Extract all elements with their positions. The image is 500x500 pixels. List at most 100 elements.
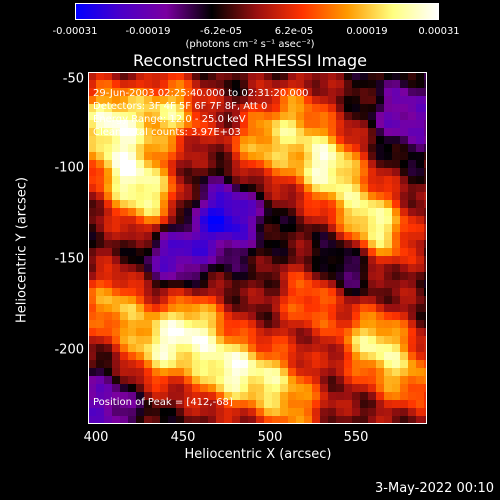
heatmap-cell	[344, 144, 352, 152]
heatmap-cell	[400, 184, 408, 192]
heatmap-cell	[288, 88, 296, 96]
heatmap-cell	[96, 352, 104, 360]
heatmap-cell	[112, 208, 120, 216]
heatmap-cell	[280, 240, 288, 248]
heatmap-cell	[280, 344, 288, 352]
annotation-detectors: Detectors: 3F 4F 5F 6F 7F 8F, Att 0	[93, 101, 268, 112]
heatmap-cell	[304, 72, 312, 80]
heatmap-cell	[256, 320, 264, 328]
heatmap-cell	[160, 296, 168, 304]
heatmap-cell	[96, 152, 104, 160]
heatmap-cell	[376, 152, 384, 160]
heatmap-cell	[336, 184, 344, 192]
heatmap-cell	[240, 384, 248, 392]
heatmap-cell	[296, 408, 304, 416]
heatmap-cell	[264, 312, 272, 320]
heatmap-cell	[144, 312, 152, 320]
heatmap-cell	[416, 368, 424, 376]
heatmap-cell	[120, 112, 128, 120]
heatmap-cell	[104, 160, 112, 168]
heatmap-cell	[304, 360, 312, 368]
heatmap-cell	[136, 112, 144, 120]
heatmap-cell	[176, 240, 184, 248]
heatmap-cell	[232, 184, 240, 192]
heatmap-cell	[256, 80, 264, 88]
heatmap-cell	[120, 128, 128, 136]
heatmap-cell	[184, 360, 192, 368]
heatmap-cell	[344, 240, 352, 248]
heatmap-cell	[320, 104, 328, 112]
heatmap-cell	[296, 320, 304, 328]
heatmap-cell	[248, 312, 256, 320]
heatmap-cell	[352, 368, 360, 376]
heatmap-cell	[352, 232, 360, 240]
heatmap-cell	[384, 400, 392, 408]
heatmap-cell	[160, 320, 168, 328]
heatmap-cell	[392, 304, 400, 312]
heatmap-cell	[240, 280, 248, 288]
heatmap-cell	[400, 400, 408, 408]
heatmap-cell	[400, 344, 408, 352]
heatmap-cell	[360, 168, 368, 176]
heatmap-cell	[256, 160, 264, 168]
heatmap-cell	[384, 320, 392, 328]
heatmap-cell	[152, 256, 160, 264]
heatmap-cell	[160, 216, 168, 224]
heatmap-cell	[144, 288, 152, 296]
heatmap-cell	[408, 256, 416, 264]
heatmap-cell	[128, 272, 136, 280]
heatmap-cell	[112, 80, 120, 88]
heatmap-cell	[152, 288, 160, 296]
heatmap-cell	[368, 104, 376, 112]
heatmap-cell	[424, 368, 427, 376]
heatmap-cell	[400, 120, 408, 128]
heatmap-cell	[200, 288, 208, 296]
heatmap-cell	[296, 208, 304, 216]
heatmap-cell	[328, 408, 336, 416]
heatmap-cell	[352, 128, 360, 136]
heatmap-cell	[128, 344, 136, 352]
heatmap-cell	[288, 256, 296, 264]
heatmap-cell	[168, 232, 176, 240]
heatmap-cell	[416, 176, 424, 184]
heatmap-cell	[392, 136, 400, 144]
heatmap-cell	[376, 304, 384, 312]
heatmap-cell	[160, 336, 168, 344]
heatmap-cell	[240, 240, 248, 248]
heatmap-cell	[176, 192, 184, 200]
heatmap-cell	[344, 216, 352, 224]
heatmap-cell	[112, 296, 120, 304]
heatmap-cell	[352, 72, 360, 80]
heatmap-cell	[320, 144, 328, 152]
heatmap-cell	[272, 240, 280, 248]
heatmap-cell	[384, 184, 392, 192]
heatmap-cell	[168, 280, 176, 288]
heatmap-cell	[384, 88, 392, 96]
heatmap-cell	[232, 160, 240, 168]
heatmap-cell	[400, 88, 408, 96]
heatmap-cell	[160, 160, 168, 168]
heatmap-cell	[304, 352, 312, 360]
heatmap-cell	[216, 80, 224, 88]
heatmap-cell	[280, 120, 288, 128]
heatmap-cell	[224, 248, 232, 256]
heatmap-cell	[144, 96, 152, 104]
heatmap-cell	[232, 304, 240, 312]
heatmap-cell	[120, 352, 128, 360]
heatmap-cell	[88, 256, 96, 264]
heatmap-cell	[320, 80, 328, 88]
heatmap-cell	[320, 248, 328, 256]
heatmap-cell	[112, 320, 120, 328]
heatmap-cell	[176, 224, 184, 232]
heatmap-cell	[104, 312, 112, 320]
heatmap-cell	[96, 328, 104, 336]
heatmap-cell	[104, 112, 112, 120]
heatmap-cell	[224, 256, 232, 264]
heatmap-cell	[312, 96, 320, 104]
heatmap-cell	[200, 96, 208, 104]
heatmap-cell	[240, 320, 248, 328]
heatmap-cell	[168, 80, 176, 88]
heatmap-cell	[248, 160, 256, 168]
heatmap-cell	[176, 248, 184, 256]
heatmap-cell	[128, 384, 136, 392]
